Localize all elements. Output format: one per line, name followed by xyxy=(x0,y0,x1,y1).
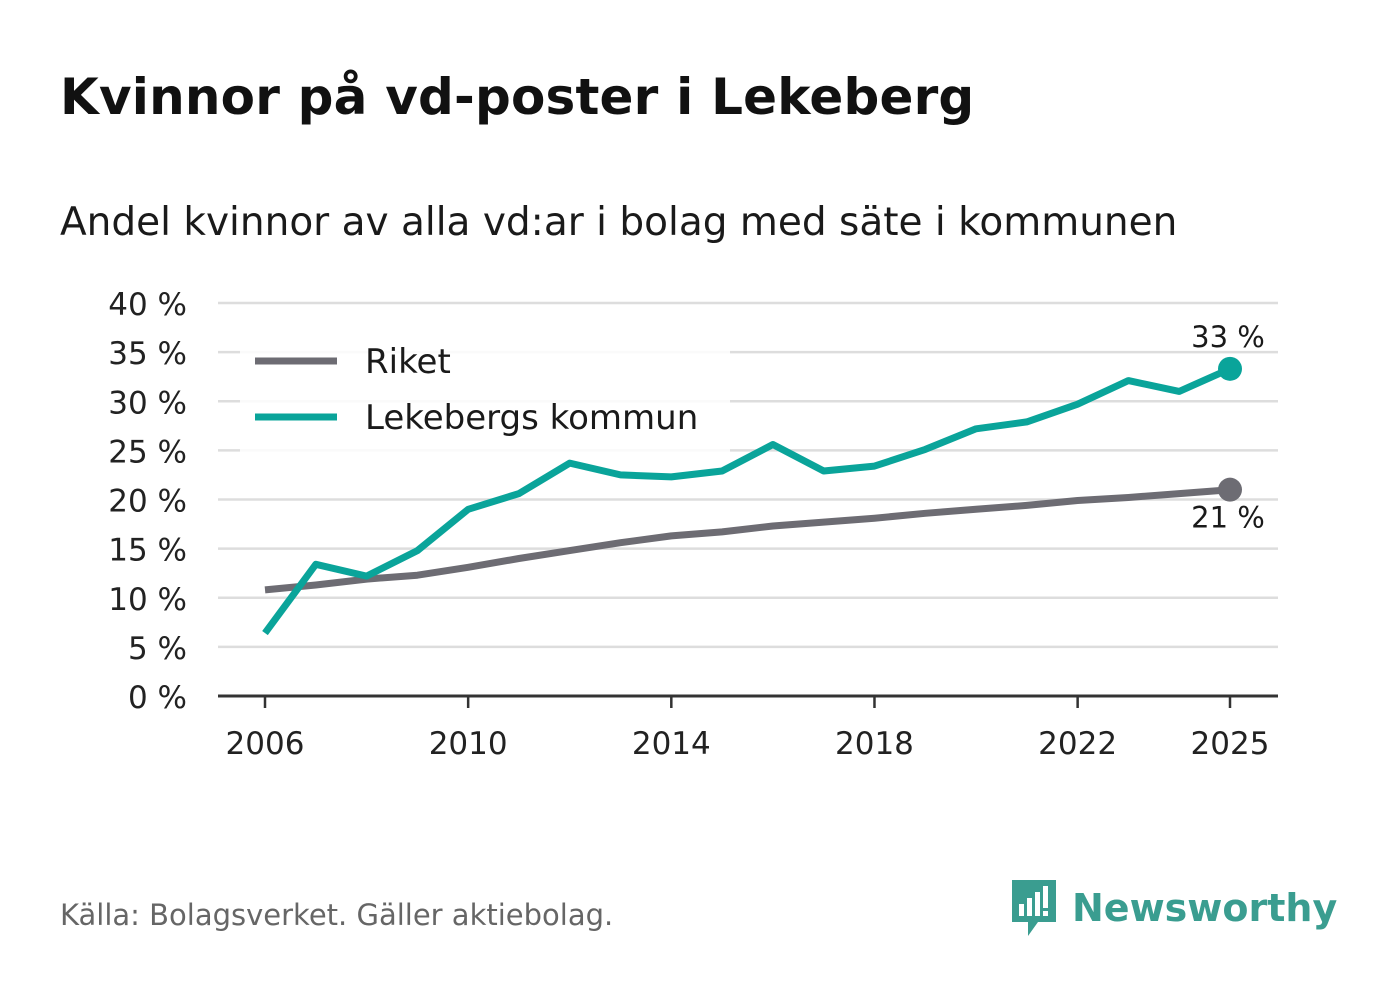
y-tick-label: 10 % xyxy=(108,582,187,618)
end-marker-kommun xyxy=(1218,356,1242,381)
source-note: Källa: Bolagsverket. Gäller aktiebolag. xyxy=(60,898,614,932)
y-tick-label: 40 % xyxy=(108,287,187,323)
series-lines: 21 % 33 % xyxy=(262,320,1265,636)
brand-logo: Newsworthy xyxy=(1010,878,1337,938)
x-axis-ticks: 2006 2010 2014 2018 2022 2025 xyxy=(218,694,1278,762)
legend-label-kommun: Lekebergs kommun xyxy=(365,398,698,438)
legend-label-riket: Riket xyxy=(365,342,451,382)
legend-background xyxy=(240,333,730,455)
y-tick-label: 35 % xyxy=(108,336,187,372)
y-tick-label: 5 % xyxy=(128,631,187,667)
x-tick-label: 2006 xyxy=(226,726,305,762)
y-tick-label: 30 % xyxy=(108,385,187,421)
legend: Riket Lekebergs kommun xyxy=(240,333,730,455)
y-axis-ticks: 0 % 5 % 10 % 15 % 20 % 25 % 30 % 35 % 40 % xyxy=(108,287,187,716)
end-label-riket: 21 % xyxy=(1191,501,1265,535)
x-tick-label: 2014 xyxy=(632,726,711,762)
newsworthy-logo-icon xyxy=(1012,880,1056,936)
chart-subtitle: Andel kvinnor av alla vd:ar i bolag med … xyxy=(60,200,1178,245)
y-tick-label: 25 % xyxy=(108,434,187,470)
x-tick-label: 2010 xyxy=(429,726,508,762)
x-tick-label: 2022 xyxy=(1038,726,1117,762)
y-tick-label: 0 % xyxy=(128,680,187,716)
series-line-riket xyxy=(264,486,1231,594)
chart-title: Kvinnor på vd-poster i Lekeberg xyxy=(60,68,975,126)
brand-name: Newsworthy xyxy=(1072,886,1338,930)
x-tick-label: 2025 xyxy=(1191,726,1270,762)
x-tick-label: 2018 xyxy=(835,726,914,762)
y-tick-label: 15 % xyxy=(108,533,187,569)
end-label-kommun: 33 % xyxy=(1191,320,1265,354)
end-marker-riket xyxy=(1218,477,1242,502)
y-tick-label: 20 % xyxy=(108,484,187,520)
series-line-kommun xyxy=(262,365,1232,636)
